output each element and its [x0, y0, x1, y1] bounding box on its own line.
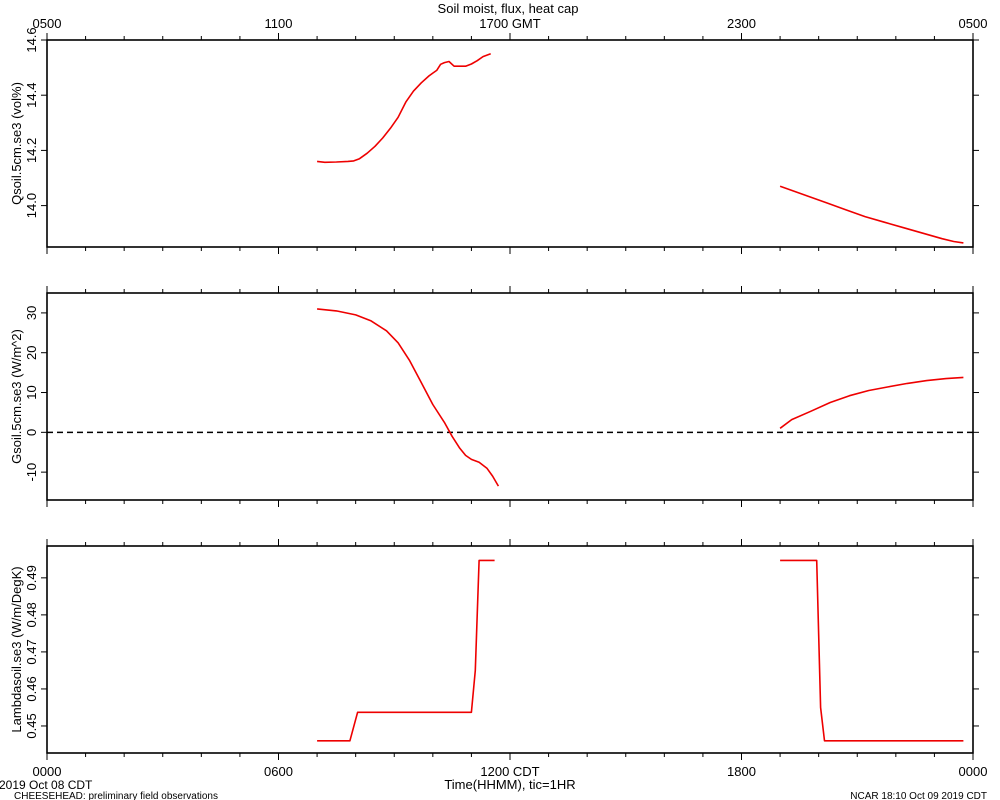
- y-tick-label: 30: [24, 306, 39, 320]
- chart-title: Soil moist, flux, heat cap: [438, 1, 579, 16]
- x-axis-label: Time(HHMM), tic=1HR: [444, 777, 575, 792]
- bottom-tick-label-3: 1200 CDT: [480, 764, 539, 779]
- y-tick-label: 14.4: [24, 83, 39, 108]
- footer-project-note: CHEESEHEAD: preliminary field observatio…: [14, 791, 218, 800]
- y-tick-label: 14.2: [24, 138, 39, 163]
- y-tick-label: 14.6: [24, 27, 39, 52]
- y-tick-label: 0.47: [24, 639, 39, 664]
- bottom-tick-label-2: 0600: [264, 764, 293, 779]
- data-series-line: [780, 559, 964, 742]
- y-tick-label: 14.0: [24, 193, 39, 218]
- data-series-line: [779, 185, 964, 244]
- data-series-line: [317, 53, 491, 164]
- y-tick-label: 0.46: [24, 676, 39, 701]
- y-tick-label: 0.45: [24, 713, 39, 738]
- data-series-line: [317, 559, 495, 742]
- plot-frame: [46, 545, 974, 754]
- bottom-tick-label-1: 0000: [33, 764, 62, 779]
- soil-moisture-panel: 14.0 14.2 14.4 14.6 Qsoil.5cm.se3 (vol%): [9, 27, 979, 254]
- footer-date: 2019 Oct 08 CDT: [0, 778, 93, 792]
- y-axis-label: Qsoil.5cm.se3 (vol%): [9, 82, 24, 205]
- bottom-time-axis: 0000 0600 1200 CDT 1800 0000 Time(HHMM),…: [33, 764, 988, 792]
- bottom-tick-label-4: 1800: [727, 764, 756, 779]
- top-tick-label-2: 1100: [265, 16, 293, 31]
- plot-frame: [46, 292, 974, 501]
- top-tick-label-1: 0500: [33, 16, 62, 31]
- y-tick-label: 20: [24, 345, 39, 359]
- y-axis-label: Gsoil.5cm.se3 (W/m^2): [9, 329, 24, 464]
- data-series-line: [779, 376, 964, 429]
- y-tick-label: 10: [24, 385, 39, 399]
- top-tick-label-3: 1700 GMT: [479, 16, 540, 31]
- footer-timestamp: NCAR 18:10 Oct 09 2019 CDT: [850, 791, 987, 800]
- top-tick-label-4: 2300: [727, 16, 756, 31]
- y-tick-label: -10: [24, 463, 39, 482]
- y-tick-label: 0.48: [24, 602, 39, 627]
- plot-frame: [46, 39, 974, 248]
- top-time-axis: 0500 1100 1700 GMT 2300 0500: [33, 16, 988, 31]
- y-axis-label: Lambdasoil.se3 (W/m/DegK): [9, 566, 24, 732]
- y-tick-label: 0: [24, 429, 39, 436]
- top-tick-label-5: 0500: [959, 16, 988, 31]
- data-series-line: [317, 308, 500, 487]
- bottom-tick-label-5: 0000: [959, 764, 988, 779]
- y-tick-label: 0.49: [24, 565, 39, 590]
